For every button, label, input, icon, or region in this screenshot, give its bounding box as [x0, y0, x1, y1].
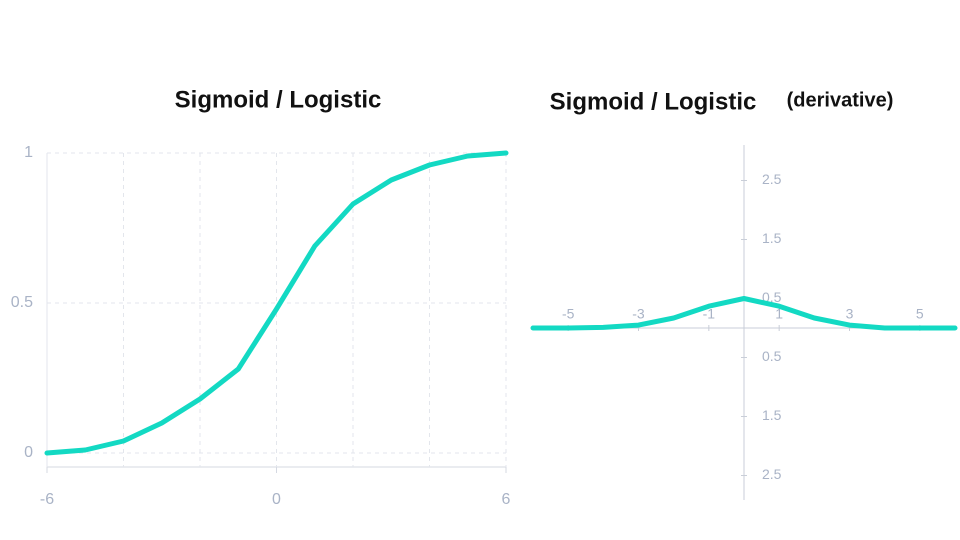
- chart-title: Sigmoid / Logistic: [550, 88, 757, 115]
- y-tick-label: 1.5: [762, 407, 782, 423]
- x-tick-label: -5: [562, 306, 575, 322]
- data-line: [44, 150, 509, 456]
- y-tick-label: 1: [24, 144, 33, 161]
- x-tick-label: 3: [846, 306, 854, 322]
- x-tick-label: -6: [40, 491, 54, 508]
- x-tick-label: 6: [502, 491, 511, 508]
- y-tick-label: 0.5: [11, 294, 33, 311]
- y-tick-label: 0.5: [762, 348, 782, 364]
- x-tick-label: 5: [916, 306, 924, 322]
- x-tick-label: 0: [272, 491, 281, 508]
- chart-subtitle: (derivative): [787, 89, 894, 111]
- chart-title: Sigmoid / Logistic: [175, 86, 382, 113]
- y-tick-label: 1.5: [762, 230, 782, 246]
- y-tick-label: 2.5: [762, 171, 782, 187]
- x-tick-label: 1: [775, 306, 783, 322]
- x-tick-label: -3: [632, 306, 645, 322]
- data-line: [530, 296, 958, 331]
- y-tick-label: 0: [24, 444, 33, 461]
- y-tick-label: 2.5: [762, 466, 782, 482]
